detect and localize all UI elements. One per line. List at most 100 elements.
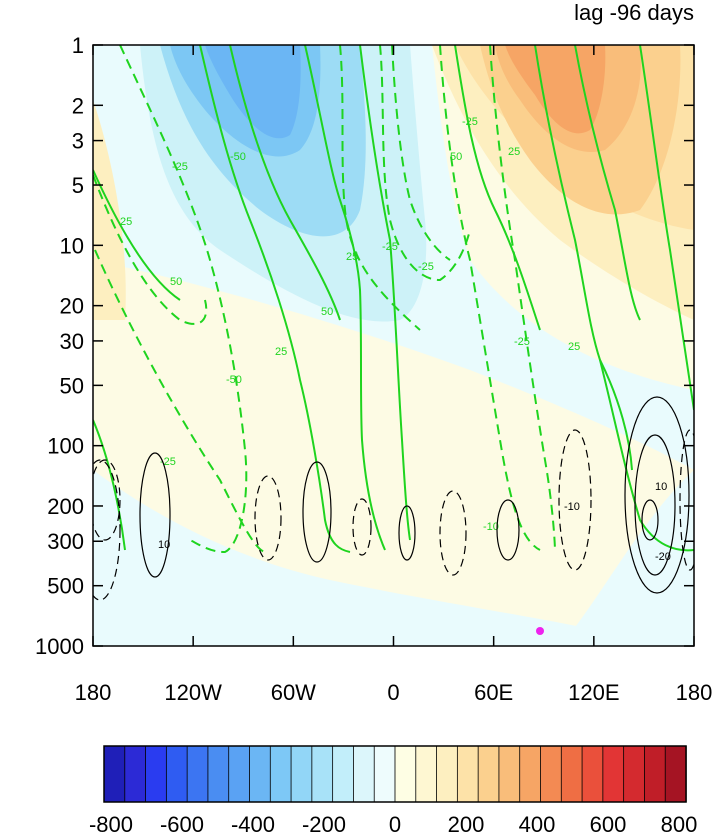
black-contour-solid: [641, 499, 659, 541]
colorbar-swatch: [186, 745, 209, 803]
field-neg-lower-band: [93, 470, 694, 646]
black-contour-solid: [634, 434, 676, 576]
green-contour-dashed: [93, 174, 208, 325]
colorbar-swatch: [332, 745, 355, 803]
contour-label: 25: [346, 251, 358, 263]
contour-label: -25: [514, 336, 530, 348]
y-tick-label: 100: [47, 434, 84, 459]
y-axis: 1 2 3 5 10 20 30 50 100 200 300 500 1000: [35, 33, 694, 659]
green-contours: [93, 45, 694, 554]
y-tick-label: 2: [72, 93, 84, 118]
field-pos-core: [505, 45, 606, 134]
x-tick-label: 60W: [271, 680, 316, 705]
colorbar-label: 400: [519, 812, 556, 837]
black-contours: [93, 396, 694, 601]
colorbar-label: 600: [590, 812, 627, 837]
green-contour-solid: [93, 419, 126, 551]
location-marker: [536, 627, 544, 635]
contour-label: 25: [508, 146, 520, 158]
y-tick-label: 1: [72, 33, 84, 58]
green-contour-solid: [229, 45, 341, 321]
x-tick-label: 180: [75, 680, 112, 705]
contour-label: 25: [275, 346, 287, 358]
colorbar-swatch: [249, 745, 271, 803]
contour-label: -25: [172, 161, 188, 173]
black-contour-dashed: [93, 459, 121, 601]
green-contour-solid: [534, 45, 633, 471]
green-contour-solid: [359, 45, 411, 541]
contour-label: -10: [483, 521, 499, 533]
x-tick-label: 120E: [568, 680, 619, 705]
green-contour-solid: [304, 45, 386, 551]
colorbar-swatch: [165, 745, 188, 803]
green-contour-solid: [639, 45, 694, 411]
y-tick-label: 50: [60, 373, 84, 398]
x-axis: 180 120W 60W 0 60E 120E 180: [75, 45, 713, 705]
green-contour-dashed: [339, 45, 421, 331]
green-contour-solid: [574, 45, 641, 321]
contour-label: -50: [226, 374, 242, 386]
y-tick-label: 10: [60, 233, 84, 258]
colorbar-swatch: [560, 745, 583, 803]
x-tick-label: 120W: [164, 680, 222, 705]
colorbar-swatch: [145, 745, 168, 803]
black-contour-solid: [302, 461, 332, 563]
colorbar-labels: -800 -600 -400 -200 0 200 400 600 800: [89, 812, 697, 837]
colorbar-swatch: [415, 745, 438, 803]
colorbar-swatch: [290, 745, 313, 803]
colorbar-swatch: [456, 745, 479, 803]
black-contour-solid: [624, 396, 690, 594]
green-contour-solid: [454, 45, 541, 331]
green-contour-solid: [199, 45, 351, 553]
colorbar-swatch: [436, 745, 459, 803]
green-contour-solid: [599, 359, 694, 552]
colorbar: [103, 745, 687, 803]
colorbar-label: -800: [89, 812, 133, 837]
colorbar-label: 0: [389, 812, 401, 837]
colorbar-swatch: [228, 745, 251, 803]
colorbar-swatch: [519, 745, 542, 803]
y-tick-label: 1000: [35, 634, 84, 659]
colorbar-swatch: [269, 745, 292, 803]
black-contour-dashed: [558, 429, 592, 571]
colorbar-swatch: [623, 745, 646, 803]
field-neg-core: [205, 45, 301, 139]
x-tick-label: 0: [387, 680, 399, 705]
y-tick-label: 30: [60, 329, 84, 354]
contour-label: -10: [564, 501, 580, 513]
green-contour-dashed: [94, 249, 266, 553]
x-tick-label: 180: [676, 680, 713, 705]
colorbar-swatch: [477, 745, 500, 803]
colorbar-label: -400: [231, 812, 275, 837]
black-contour-dashed: [679, 429, 694, 571]
contour-label: -25: [462, 116, 478, 128]
green-contour-dashed: [379, 45, 471, 282]
colorbar-swatch: [373, 745, 396, 803]
contour-label: 50: [450, 151, 462, 163]
filled-field: [93, 45, 694, 646]
x-tick-label: 60E: [474, 680, 513, 705]
contour-label: 10: [655, 481, 667, 493]
black-contour-dashed: [254, 475, 282, 561]
black-contour-dashed: [93, 459, 121, 541]
colorbar-label: -200: [302, 812, 346, 837]
y-tick-label: 20: [60, 294, 84, 319]
colorbar-frame: [103, 745, 687, 803]
chart-title: lag -96 days: [574, 0, 694, 25]
field-neg-right-band: [560, 470, 694, 646]
colorbar-swatch: [103, 745, 126, 803]
colorbar-swatch: [581, 745, 604, 803]
colorbar-label: 200: [448, 812, 485, 837]
black-contour-solid: [139, 452, 171, 578]
green-contour-solid: [93, 169, 181, 301]
contour-label: 25: [568, 341, 580, 353]
green-contour-dashed: [391, 45, 451, 261]
colorbar-label: 800: [661, 812, 698, 837]
y-tick-label: 3: [72, 129, 84, 154]
black-contour-dashed: [439, 490, 467, 576]
colorbar-swatch: [664, 745, 687, 803]
colorbar-label: -600: [160, 812, 204, 837]
green-contour-dashed: [119, 45, 248, 554]
colorbar-swatch: [644, 745, 666, 803]
